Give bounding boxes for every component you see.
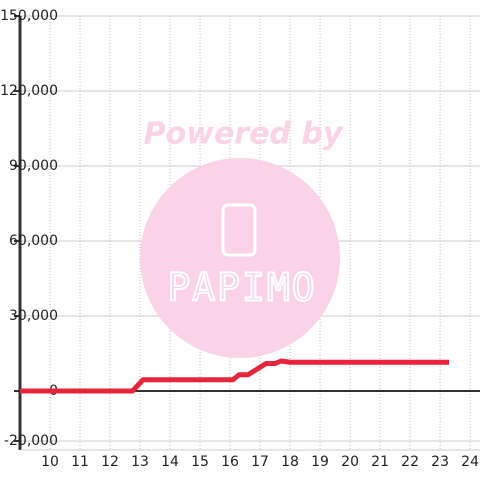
x-tick-label: 14 — [161, 454, 179, 470]
x-tick-label: 13 — [131, 454, 149, 470]
x-tick-label: 10 — [41, 454, 59, 470]
watermark-logo: PAPIMO — [167, 266, 316, 310]
x-tick-label: 21 — [371, 454, 389, 470]
x-tick-label: 11 — [71, 454, 89, 470]
y-tick-label: 150,000 — [0, 8, 58, 24]
watermark-icon — [221, 203, 257, 257]
x-tick-label: 16 — [221, 454, 239, 470]
x-tick-label: 17 — [251, 454, 269, 470]
x-tick-label: 23 — [431, 454, 449, 470]
x-tick-label: 22 — [401, 454, 419, 470]
watermark-text: Powered by — [144, 117, 344, 152]
watermark-circle — [140, 158, 340, 358]
y-tick-label: 30,000 — [9, 308, 58, 324]
watermark: Powered by PAPIMO — [140, 117, 344, 358]
y-tick-label: -20,000 — [4, 433, 58, 449]
x-tick-label: 24 — [461, 454, 479, 470]
x-tick-label: 18 — [281, 454, 299, 470]
x-tick-label: 15 — [191, 454, 209, 470]
x-tick-label: 20 — [341, 454, 359, 470]
x-tick-label: 19 — [311, 454, 329, 470]
x-tick-label: 12 — [101, 454, 119, 470]
y-tick-label: 60,000 — [9, 233, 58, 249]
line-series — [20, 358, 450, 394]
y-tick-label: 90,000 — [9, 158, 58, 174]
y-tick-label: 120,000 — [0, 83, 58, 99]
